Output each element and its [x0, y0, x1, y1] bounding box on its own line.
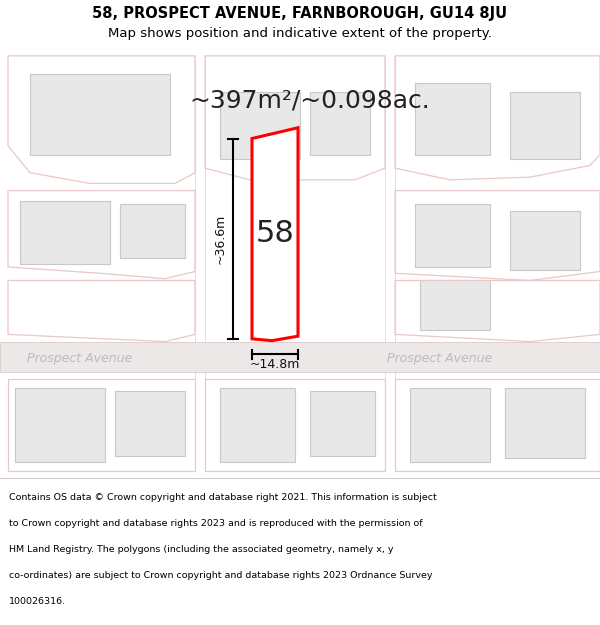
Bar [220, 388, 295, 462]
Text: 100026316.: 100026316. [9, 598, 66, 606]
Text: co-ordinates) are subject to Crown copyright and database rights 2023 Ordnance S: co-ordinates) are subject to Crown copyr… [9, 571, 433, 580]
Bar [115, 391, 185, 456]
Bar [20, 201, 110, 264]
Bar [415, 82, 490, 154]
Bar [30, 74, 170, 154]
Bar [15, 388, 105, 462]
Text: Prospect Avenue: Prospect Avenue [388, 352, 493, 365]
Bar [310, 391, 375, 456]
Text: to Crown copyright and database rights 2023 and is reproduced with the permissio: to Crown copyright and database rights 2… [9, 519, 422, 528]
Bar [505, 388, 585, 458]
Text: HM Land Registry. The polygons (including the associated geometry, namely x, y: HM Land Registry. The polygons (includin… [9, 545, 394, 554]
Text: Contains OS data © Crown copyright and database right 2021. This information is : Contains OS data © Crown copyright and d… [9, 492, 437, 502]
Text: ~397m²/~0.098ac.: ~397m²/~0.098ac. [190, 89, 430, 112]
Text: Prospect Avenue: Prospect Avenue [28, 352, 133, 365]
Text: 58: 58 [256, 219, 295, 248]
Bar [220, 92, 300, 159]
Text: 58, PROSPECT AVENUE, FARNBOROUGH, GU14 8JU: 58, PROSPECT AVENUE, FARNBOROUGH, GU14 8… [92, 6, 508, 21]
Bar [120, 204, 185, 258]
Text: Map shows position and indicative extent of the property.: Map shows position and indicative extent… [108, 28, 492, 40]
Bar [310, 92, 370, 154]
Bar [410, 388, 490, 462]
Bar [510, 92, 580, 159]
Bar [420, 281, 490, 330]
Polygon shape [0, 341, 600, 372]
Text: ~36.6m: ~36.6m [214, 214, 227, 264]
Bar [510, 211, 580, 270]
Polygon shape [252, 127, 298, 341]
Bar [415, 204, 490, 267]
Text: ~14.8m: ~14.8m [250, 358, 300, 371]
